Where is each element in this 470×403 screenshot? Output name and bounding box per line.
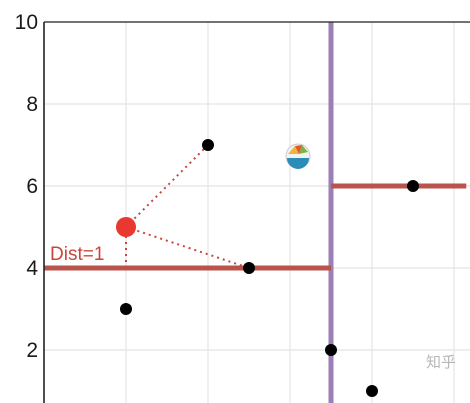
y-tick-label: 2	[26, 339, 38, 362]
data-point	[366, 385, 378, 397]
neighbor-links	[125, 144, 250, 269]
data-point	[120, 303, 132, 315]
neighbor-link	[125, 226, 250, 269]
y-tick-label: 4	[26, 257, 38, 280]
grid	[44, 21, 470, 403]
data-point	[202, 139, 214, 151]
neighbor-link	[125, 144, 209, 228]
watermark: 知乎	[426, 353, 456, 371]
y-tick-label: 8	[26, 93, 38, 116]
split-lines	[44, 22, 467, 403]
data-point	[325, 344, 337, 356]
y-tick-label: 10	[15, 11, 38, 34]
y-tick-labels: 2 4 6 8 10	[15, 11, 39, 362]
colorful-badge-icon	[285, 143, 311, 169]
data-point	[407, 180, 419, 192]
data-point	[243, 262, 255, 274]
query-point-group	[116, 217, 136, 237]
distance-label: Dist=1	[50, 244, 104, 265]
axes	[43, 21, 470, 403]
query-point	[116, 217, 136, 237]
y-tick-label: 6	[26, 175, 38, 198]
distance-annotation: Dist=1	[50, 227, 127, 268]
data-points	[120, 139, 419, 397]
